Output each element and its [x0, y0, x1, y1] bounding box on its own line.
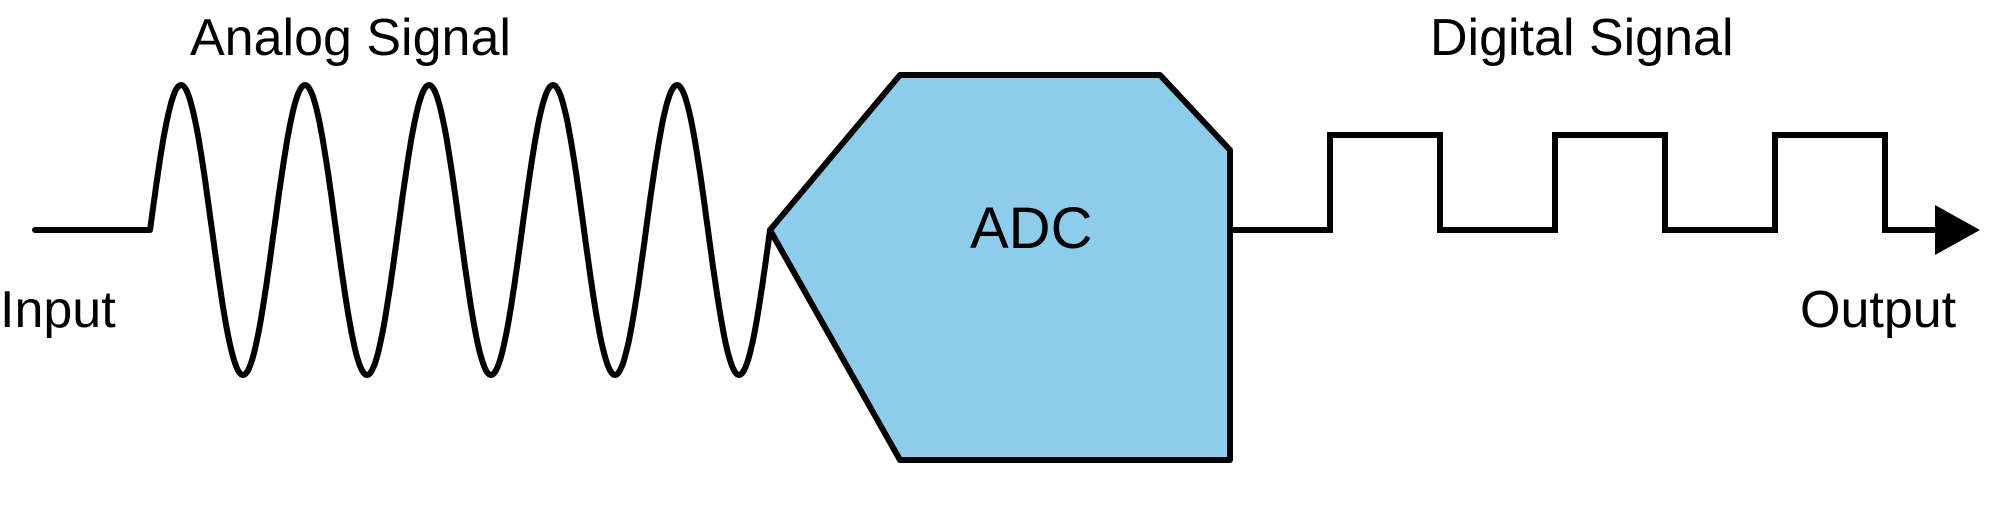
analog-signal-label: Analog Signal — [190, 8, 511, 68]
output-label: Output — [1800, 280, 1956, 340]
adc-diagram: { "diagram": { "type": "flowchart", "wid… — [0, 0, 1999, 505]
digital-signal-label: Digital Signal — [1430, 8, 1734, 68]
input-label: Input — [0, 280, 116, 340]
adc-label: ADC — [970, 195, 1092, 262]
